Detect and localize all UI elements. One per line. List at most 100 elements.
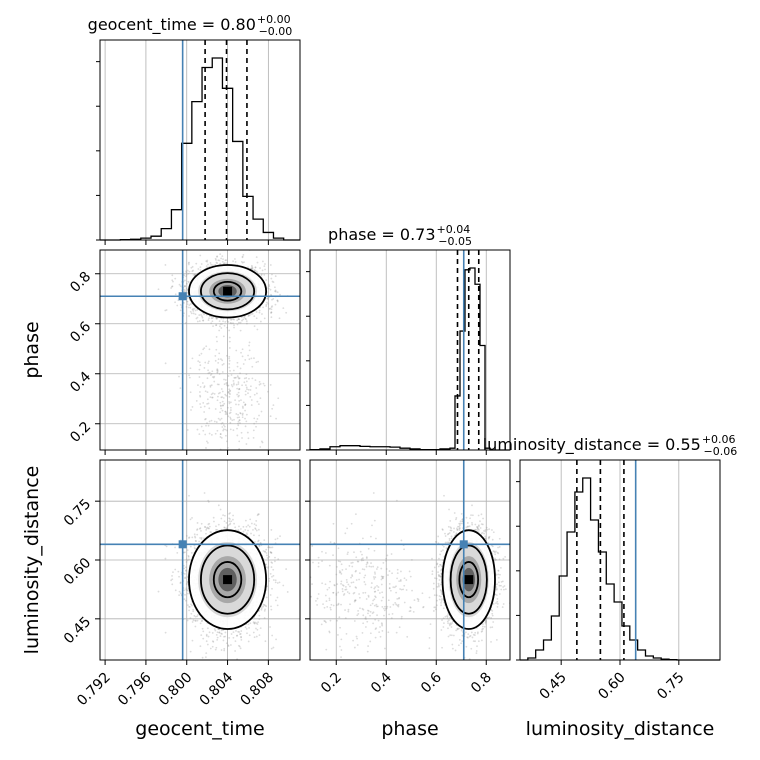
sample-point — [250, 404, 253, 406]
sample-point — [205, 640, 208, 643]
sample-point — [243, 261, 245, 264]
truth-marker — [178, 292, 187, 301]
sample-point — [245, 443, 248, 445]
sample-point — [241, 412, 244, 415]
sample-point — [209, 374, 212, 376]
sample-point — [223, 425, 226, 428]
sample-point — [221, 422, 224, 424]
x-tick-label: 0.75 — [654, 669, 687, 702]
sample-point — [216, 638, 219, 641]
sample-point — [198, 391, 201, 393]
sample-point — [272, 404, 275, 407]
sample-point — [239, 321, 242, 324]
sample-point — [256, 261, 259, 264]
sample-point — [207, 424, 210, 427]
sample-point — [268, 308, 271, 310]
sample-point — [264, 551, 266, 553]
sample-point — [233, 418, 235, 421]
sample-point — [245, 413, 248, 416]
sample-point — [260, 274, 263, 277]
sample-point — [204, 418, 207, 420]
sample-point — [211, 392, 214, 395]
sample-point — [207, 402, 210, 405]
sample-point — [276, 300, 279, 303]
sample-point — [207, 527, 210, 529]
sample-point — [191, 308, 194, 311]
sample-point — [220, 407, 222, 410]
y-tick-label: 0.2 — [67, 419, 94, 446]
sample-point — [263, 273, 266, 276]
sample-point — [205, 424, 207, 427]
sample-point — [198, 361, 201, 364]
sample-point — [276, 299, 279, 302]
sample-point — [218, 320, 221, 323]
sample-point — [276, 291, 279, 294]
sample-point — [212, 325, 214, 328]
sample-point — [208, 420, 211, 423]
sample-point — [201, 315, 203, 318]
sample-point — [231, 419, 234, 422]
sample-point — [183, 572, 186, 575]
sample-point — [238, 447, 241, 450]
panel-frame — [99, 249, 301, 451]
sample-point — [201, 656, 204, 659]
sample-point — [267, 302, 270, 305]
sample-point — [217, 383, 220, 386]
sample-point — [207, 319, 210, 321]
sample-point — [235, 634, 238, 637]
sample-point — [270, 551, 273, 554]
sample-point — [246, 431, 249, 434]
sample-point — [244, 317, 247, 320]
sample-point — [256, 418, 259, 420]
sample-point — [228, 661, 230, 663]
sample-point — [222, 429, 225, 432]
sample-point — [193, 307, 196, 310]
sample-point — [215, 646, 218, 649]
sample-point — [270, 311, 273, 314]
sample-point — [202, 402, 205, 404]
sample-point — [187, 306, 190, 309]
sample-point — [244, 417, 246, 420]
sample-point — [252, 429, 255, 432]
sample-point — [229, 416, 232, 419]
sample-point — [277, 397, 280, 400]
sample-point — [206, 260, 208, 263]
sample-point — [226, 354, 228, 357]
sample-point — [174, 589, 177, 592]
sample-point — [223, 324, 226, 327]
sample-point — [248, 341, 251, 344]
sample-point — [185, 583, 188, 585]
sample-point — [172, 280, 174, 283]
sample-point — [264, 640, 267, 643]
sample-point — [271, 305, 274, 308]
sample-point — [187, 272, 190, 275]
sample-point — [219, 433, 222, 436]
sample-point — [258, 383, 261, 386]
sample-point — [247, 314, 250, 317]
sample-point — [262, 260, 264, 263]
sample-point — [206, 441, 209, 444]
sample-point — [183, 274, 186, 277]
sample-point — [190, 312, 193, 315]
sample-point — [228, 400, 231, 403]
sample-point — [174, 277, 177, 280]
sample-point — [247, 392, 249, 395]
sample-point — [171, 279, 174, 282]
sample-point — [236, 323, 239, 326]
sample-point — [199, 394, 201, 397]
sample-point — [216, 317, 219, 320]
sample-point — [200, 538, 203, 540]
sample-point — [229, 522, 232, 525]
sample-point — [228, 388, 231, 391]
sample-point — [185, 275, 187, 278]
sample-point — [274, 290, 276, 293]
sample-point — [282, 307, 285, 310]
sample-point — [196, 316, 199, 319]
sample-point — [220, 405, 222, 407]
sample-point — [178, 283, 181, 286]
sample-point — [198, 376, 201, 378]
sample-point — [252, 436, 255, 439]
sample-point — [259, 397, 262, 400]
sample-point — [235, 403, 237, 406]
sample-point — [220, 257, 223, 260]
